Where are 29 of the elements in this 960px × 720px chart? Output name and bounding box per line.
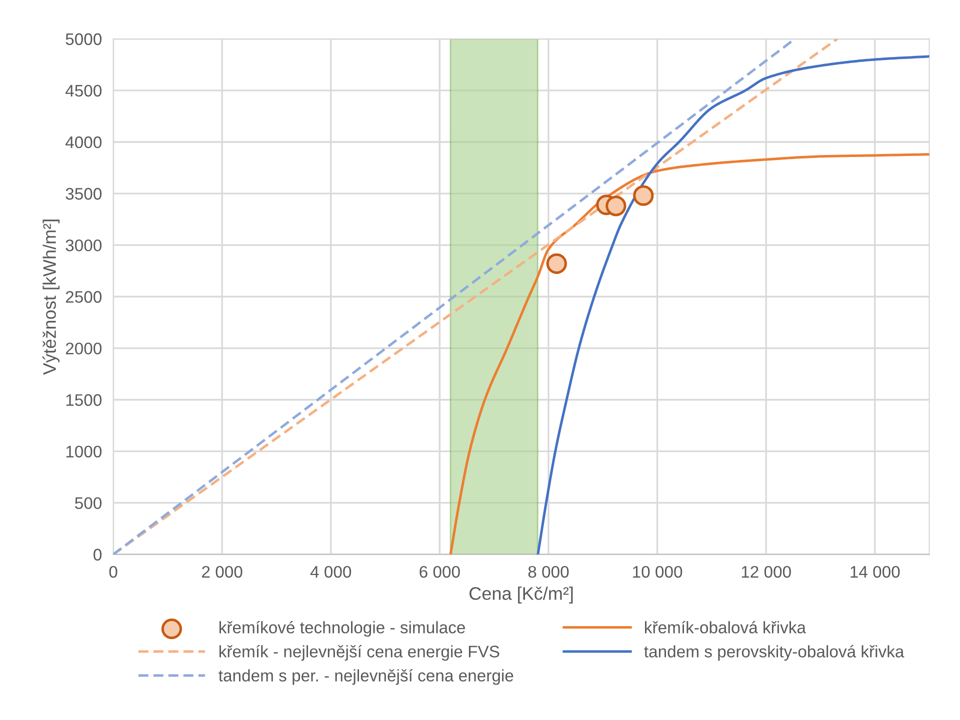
x-tick-label: 2 000 bbox=[202, 566, 242, 578]
y-tick-label: 5000 bbox=[66, 33, 102, 46]
y-tick-label: 4500 bbox=[65, 84, 102, 97]
y-axis-title: Výtěžnost [kWh/m²] bbox=[42, 220, 60, 375]
legend-label: tandem s perovskity-obalová křivka bbox=[644, 645, 904, 661]
x-tick-label: 14 000 bbox=[850, 566, 900, 578]
legend-label: tandem s per. - nejlevnější cena energie bbox=[218, 669, 514, 685]
y-tick-label: 2500 bbox=[66, 291, 102, 303]
legend-label: křemíkové technologie - simulace bbox=[220, 620, 465, 637]
y-tick-label: 1500 bbox=[66, 394, 102, 406]
x-tick-label: 4 000 bbox=[310, 566, 352, 578]
y-tick-label: 2000 bbox=[66, 342, 102, 354]
x-tick-label: 8 000 bbox=[528, 566, 569, 578]
point bbox=[606, 196, 626, 216]
point bbox=[633, 185, 654, 206]
point bbox=[546, 253, 567, 274]
y-tick-label: 3500 bbox=[66, 188, 102, 200]
x-tick-label: 12 000 bbox=[742, 566, 791, 578]
x-tick-label: 0 bbox=[109, 566, 118, 578]
y-tick-label: 4000 bbox=[65, 136, 102, 148]
y-tick-label: 500 bbox=[75, 497, 102, 510]
x-tick-label: 6 000 bbox=[420, 566, 460, 578]
x-axis-title: Cena [Kč/m²] bbox=[470, 586, 573, 604]
legend-label: křemík-obalová křivka bbox=[645, 620, 806, 634]
legend-label: křemík - nejlevnější cena energie FVS bbox=[220, 645, 500, 661]
x-tick-label: 10 000 bbox=[633, 566, 682, 578]
y-tick-label: 3000 bbox=[66, 239, 102, 252]
y-tick-label: 0 bbox=[94, 548, 102, 561]
y-tick-label: 1000 bbox=[66, 446, 102, 458]
